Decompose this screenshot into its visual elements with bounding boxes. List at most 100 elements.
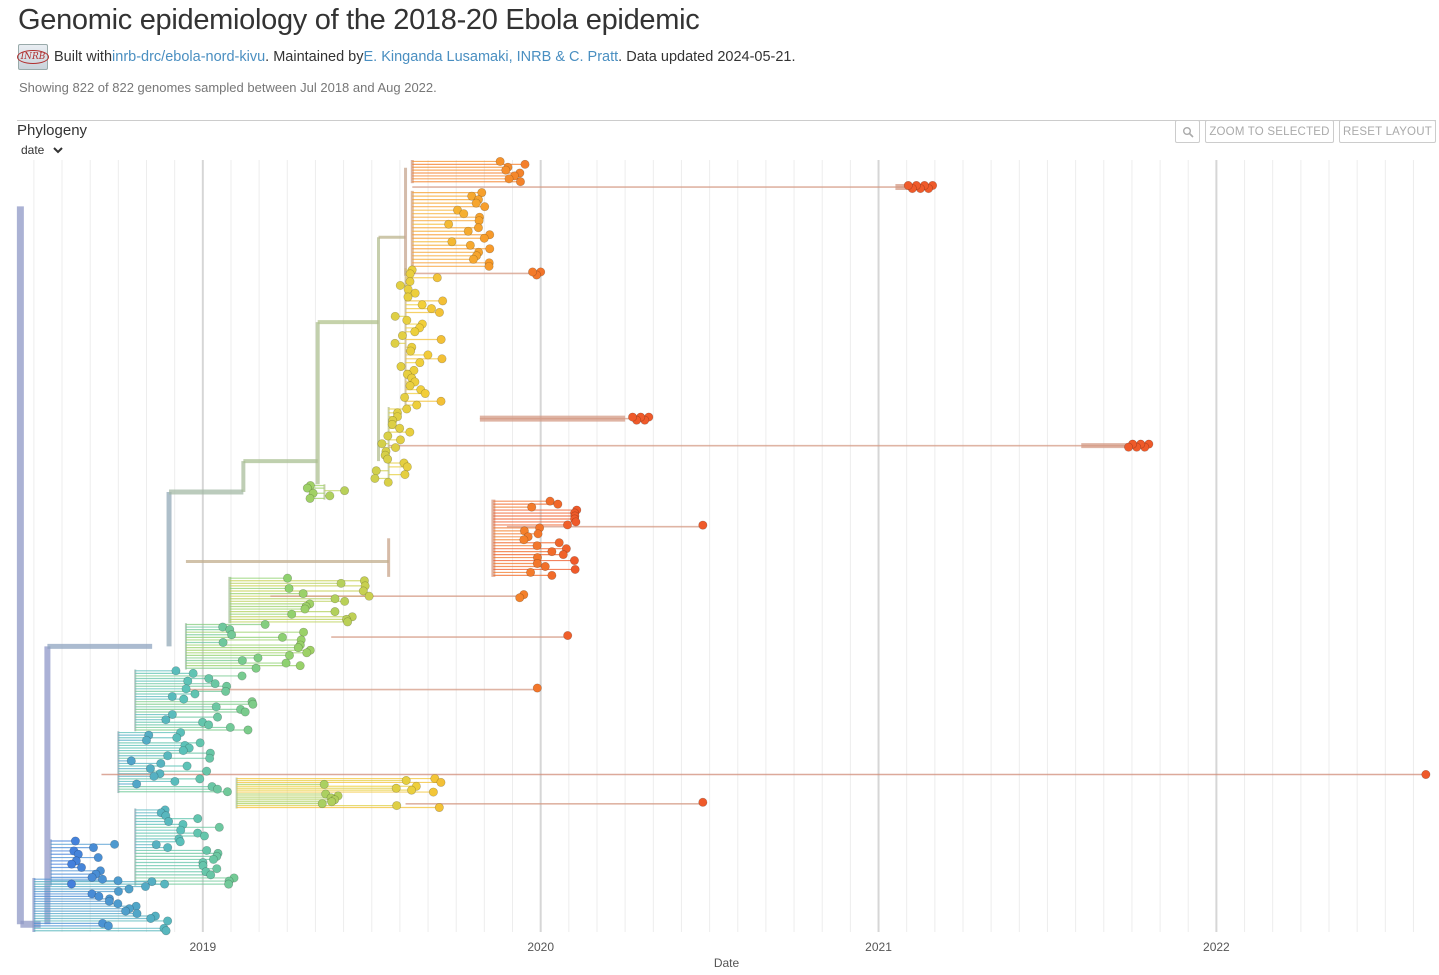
tip-point[interactable] — [547, 547, 557, 557]
tip-point[interactable] — [213, 712, 223, 722]
tip-point[interactable] — [181, 684, 191, 694]
tip-point[interactable] — [903, 180, 913, 190]
branch-length-select[interactable]: date — [21, 143, 64, 157]
tip-point[interactable] — [317, 799, 327, 809]
tip-point[interactable] — [211, 702, 221, 712]
tip-point[interactable] — [410, 288, 420, 298]
tip-point[interactable] — [330, 594, 340, 604]
tip-point[interactable] — [97, 874, 107, 884]
tip-point[interactable] — [563, 631, 573, 641]
tip-point[interactable] — [175, 837, 185, 847]
tip-point[interactable] — [179, 694, 189, 704]
tip-point[interactable] — [94, 891, 104, 901]
tip-point[interactable] — [479, 233, 489, 243]
tip-point[interactable] — [395, 423, 405, 433]
tip-point[interactable] — [171, 666, 181, 676]
tip-point[interactable] — [437, 354, 447, 364]
tip-point[interactable] — [1124, 442, 1134, 452]
tip-point[interactable] — [76, 862, 86, 872]
tip-point[interactable] — [124, 884, 134, 894]
tip-point[interactable] — [227, 630, 237, 640]
tip-point[interactable] — [533, 529, 543, 539]
tip-point[interactable] — [202, 845, 212, 855]
tip-point[interactable] — [104, 896, 114, 906]
tip-point[interactable] — [204, 720, 214, 730]
tip-point[interactable] — [480, 202, 490, 212]
tip-point[interactable] — [87, 872, 97, 882]
tip-point[interactable] — [340, 596, 350, 606]
tip-point[interactable] — [172, 733, 182, 743]
tip-point[interactable] — [340, 486, 350, 496]
tip-point[interactable] — [343, 617, 353, 627]
tip-point[interactable] — [182, 761, 192, 771]
tip-point[interactable] — [423, 350, 433, 360]
tip-point[interactable] — [405, 427, 415, 437]
tip-point[interactable] — [412, 400, 422, 410]
tip-point[interactable] — [428, 787, 438, 797]
tip-point[interactable] — [532, 559, 542, 569]
tip-point[interactable] — [93, 853, 103, 863]
tip-point[interactable] — [628, 412, 638, 422]
tip-point[interactable] — [390, 338, 400, 348]
tip-point[interactable] — [70, 836, 80, 846]
tip-point[interactable] — [222, 787, 232, 797]
tip-point[interactable] — [132, 909, 142, 919]
tip-point[interactable] — [547, 570, 557, 580]
tip-point[interactable] — [299, 627, 309, 637]
tip-point[interactable] — [163, 843, 173, 853]
tip-point[interactable] — [293, 643, 303, 653]
tip-point[interactable] — [553, 499, 563, 509]
tip-point[interactable] — [444, 219, 454, 229]
tip-point[interactable] — [545, 496, 555, 506]
tip-point[interactable] — [407, 785, 417, 795]
tip-point[interactable] — [558, 550, 568, 560]
repo-link[interactable]: inrb-drc/ebola-nord-kivu — [112, 49, 266, 65]
tip-point[interactable] — [501, 165, 511, 175]
tip-point[interactable] — [113, 899, 123, 909]
tip-point[interactable] — [392, 801, 402, 811]
tip-point[interactable] — [210, 679, 220, 689]
tip-point[interactable] — [436, 777, 446, 787]
tip-point[interactable] — [401, 775, 411, 785]
tip-point[interactable] — [151, 840, 161, 850]
tip-point[interactable] — [554, 538, 564, 548]
tip-point[interactable] — [434, 307, 444, 317]
tip-point[interactable] — [468, 254, 478, 264]
tip-point[interactable] — [400, 392, 410, 402]
tip-point[interactable] — [370, 473, 380, 483]
tip-point[interactable] — [141, 735, 151, 745]
tip-point[interactable] — [438, 296, 448, 306]
tip-point[interactable] — [377, 439, 387, 449]
tip-point[interactable] — [520, 159, 530, 169]
tip-point[interactable] — [224, 879, 234, 889]
tip-point[interactable] — [237, 671, 247, 681]
tip-point[interactable] — [121, 906, 131, 916]
tip-point[interactable] — [570, 564, 580, 574]
tip-point[interactable] — [400, 470, 410, 480]
tip-point[interactable] — [471, 198, 481, 208]
tip-point[interactable] — [484, 261, 494, 271]
tip-point[interactable] — [383, 431, 393, 441]
tip-point[interactable] — [183, 676, 193, 686]
tip-point[interactable] — [528, 267, 538, 277]
tip-point[interactable] — [406, 346, 416, 356]
tip-point[interactable] — [221, 686, 231, 696]
tip-point[interactable] — [287, 609, 297, 619]
tip-point[interactable] — [284, 650, 294, 660]
tip-point[interactable] — [467, 191, 477, 201]
tip-point[interactable] — [212, 864, 222, 874]
tip-point[interactable] — [237, 656, 247, 666]
tip-point[interactable] — [161, 926, 171, 936]
tip-point[interactable] — [146, 913, 156, 923]
tip-point[interactable] — [327, 797, 337, 807]
tip-point[interactable] — [298, 589, 308, 599]
tip-point[interactable] — [251, 663, 261, 673]
tip-point[interactable] — [532, 541, 542, 551]
tip-point[interactable] — [698, 797, 708, 807]
tip-point[interactable] — [436, 396, 446, 406]
tip-point[interactable] — [402, 462, 412, 472]
tip-point[interactable] — [515, 593, 525, 603]
tip-point[interactable] — [253, 653, 263, 663]
tip-point[interactable] — [371, 466, 381, 476]
tip-point[interactable] — [167, 710, 177, 720]
